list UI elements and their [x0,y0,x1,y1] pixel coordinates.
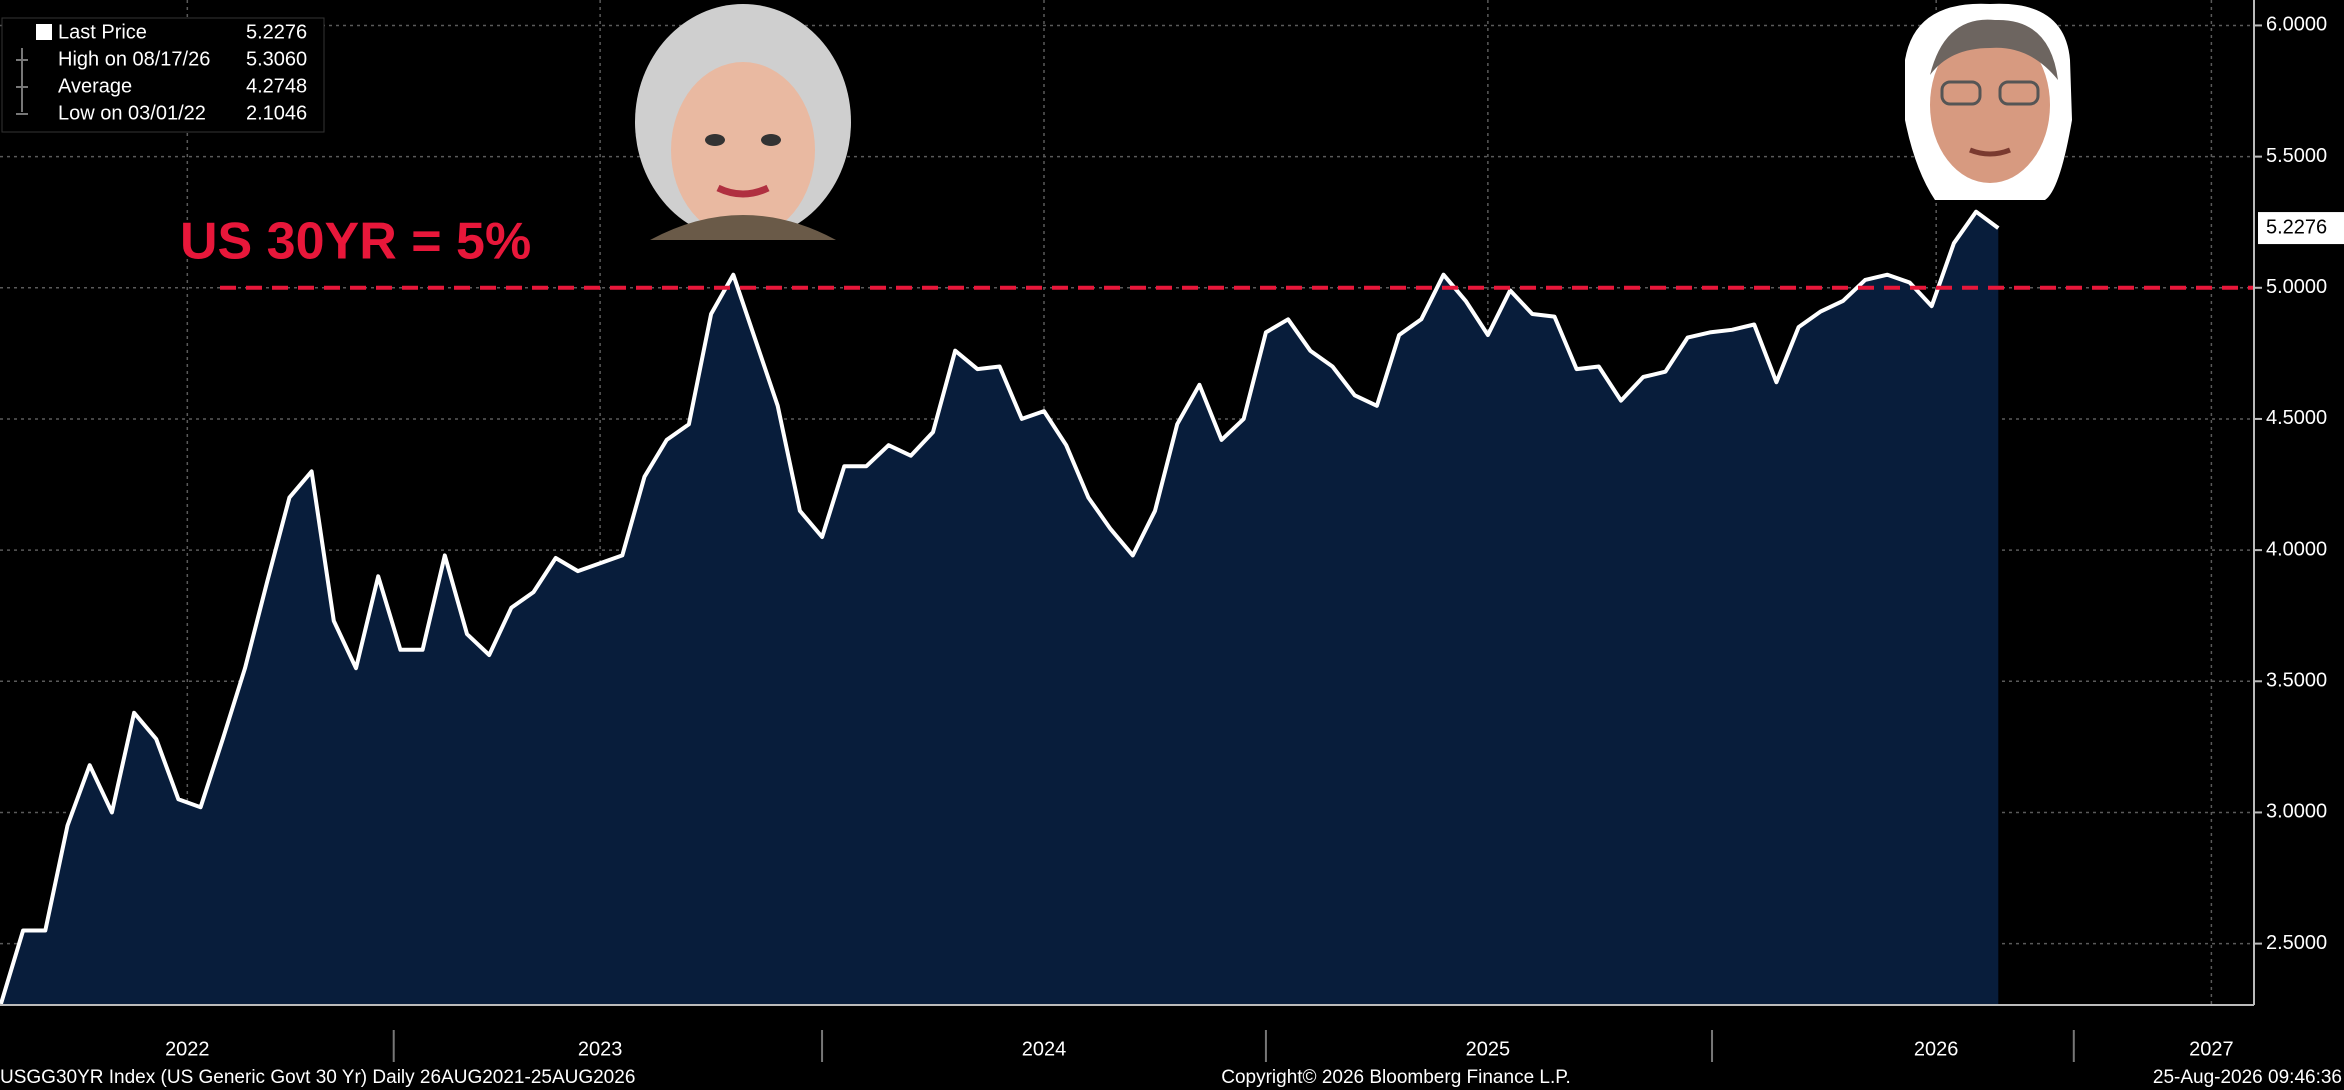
area [0,211,1999,1005]
plot-area [0,0,2254,1005]
legend-label: Average [58,75,132,97]
legend-value: 4.2748 [246,75,307,97]
x-tick-label: 2026 [1914,1038,1959,1060]
x-tick-label: 2024 [1022,1038,1067,1060]
x-tick-label: 2027 [2189,1038,2234,1060]
legend-value: 5.2276 [246,21,307,43]
legend-value: 2.1046 [246,102,307,124]
legend-label: Low on 03/01/22 [58,102,206,124]
last-value-label: 5.2276 [2266,216,2327,238]
y-tick-label: 5.0000 [2266,276,2327,298]
legend-value: 5.3060 [246,48,307,70]
portrait-left [635,4,851,240]
x-tick-label: 2022 [165,1038,210,1060]
y-tick-label: 3.5000 [2266,670,2327,692]
footer-left: USGG30YR Index (US Generic Govt 30 Yr) D… [0,1067,635,1088]
x-tick-label: 2023 [578,1038,623,1060]
legend-stats: High on 08/17/26 5.3060 Average 4.2748 Low o… [16,48,307,124]
legend-frame [1,17,325,133]
last-value-box [2258,212,2344,245]
y-tick-label: 6.0000 [2266,14,2327,36]
legend-label: Last Price [58,21,147,43]
legend-swatch [36,24,52,40]
footer: USGG30YR Index (US Generic Govt 30 Yr) D… [0,1067,2342,1088]
reference-label: US 30YR = 5% [180,213,531,271]
legend: Last Price 5.2276 [1,17,325,133]
line [0,209,2000,1005]
x-tick-label: 2025 [1466,1038,1511,1060]
y-tick-label: 3.0000 [2266,801,2327,823]
y-tick-label: 5.5000 [2266,145,2327,167]
legend-label: High on 08/17/26 [58,48,210,70]
y-tick-label: 2.5000 [2266,932,2327,954]
y-tick-label: 4.0000 [2266,538,2327,560]
footer-center: Copyright© 2026 Bloomberg Finance L.P. [1221,1067,1571,1088]
y-tick-label: 4.5000 [2266,407,2327,429]
portrait-right [1905,3,2072,200]
footer-right: 25-Aug-2026 09:46:36 [2153,1067,2342,1088]
